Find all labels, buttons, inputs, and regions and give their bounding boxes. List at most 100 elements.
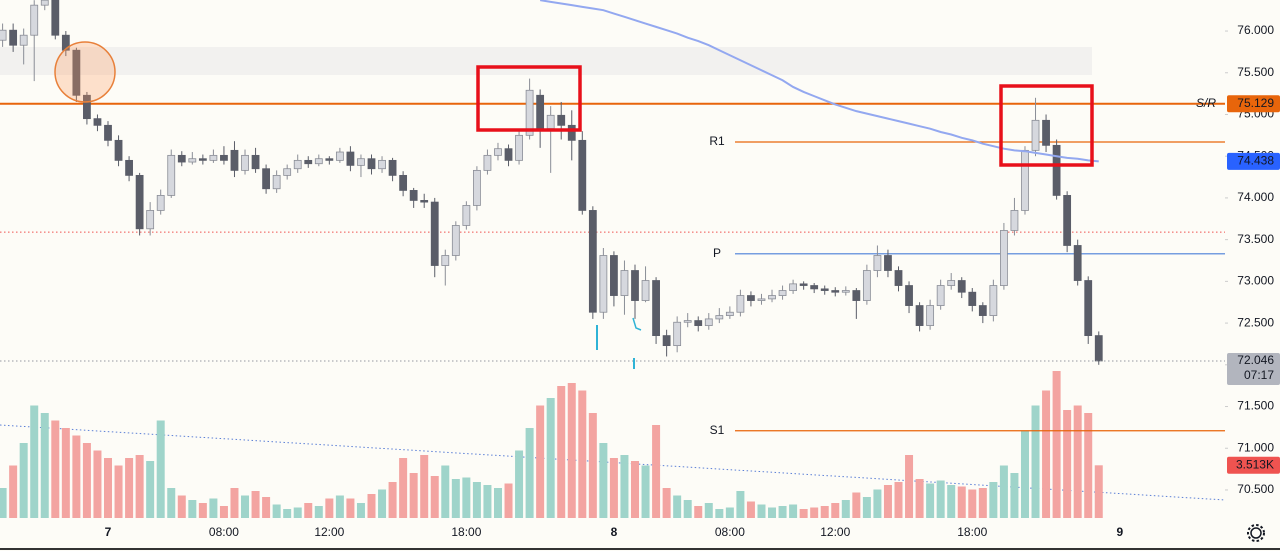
candle-body [40,0,49,6]
volume-bar [367,494,376,518]
volume-bar [483,485,492,518]
volume-bar [609,458,618,518]
volume-bar [72,435,81,518]
volume-bar [493,488,502,518]
volume-bar [135,455,144,518]
candle-body [251,154,260,170]
volume-bar [241,495,250,518]
candle-body [905,285,913,306]
volume-bar [230,488,239,518]
candle-body [1052,144,1061,196]
volume-bar [525,428,534,518]
volume-bar [314,506,323,518]
volume-bar [546,398,555,518]
candle-body [167,154,176,196]
volume-bar [926,483,935,518]
volume-bar [662,488,671,518]
price-tag-bg [1227,352,1280,385]
candle-body [325,158,334,161]
x-tick-label: 18:00 [451,525,481,539]
volume-bar [641,465,650,518]
x-tick-label: 7 [105,525,112,539]
volume-bar [378,489,387,518]
gear-teeth[interactable] [1247,524,1265,542]
y-tick-label: 73.000 [1237,274,1274,288]
candle-body [715,315,724,320]
y-tick-label: 75.500 [1237,65,1274,79]
candle-body [536,94,545,130]
candle-body [557,114,566,126]
volume-bar [40,413,49,518]
volume-bar [430,476,439,518]
y-tick-label: 74.000 [1237,190,1274,204]
candle-body [146,210,155,230]
volume-bar [409,473,418,518]
level-label: S1 [710,423,725,437]
candle-body [978,305,987,316]
y-tick-label: 71.500 [1237,399,1274,413]
y-tick-label: 76.000 [1237,23,1274,37]
volume-bar [620,455,629,518]
candle-body [852,290,861,301]
candle-body [230,149,239,171]
x-tick-label: 08:00 [209,525,239,539]
candle-body [1094,335,1103,362]
volume-bar [536,405,545,518]
settings-icon[interactable] [1247,524,1265,542]
volume-bar [683,500,692,518]
x-tick-label: 08:00 [715,525,745,539]
volume-bar [757,504,766,518]
volume-bar [219,506,228,518]
candle-body [420,200,429,203]
candle-body [957,280,966,293]
candle-body [757,298,766,301]
gear[interactable] [1250,527,1262,539]
volume-bar [441,465,450,518]
volume-bar [810,507,819,518]
volume-bar [251,491,260,518]
candle-body [546,114,555,130]
candle-body [462,205,471,226]
candle-body [241,154,249,171]
level-label: S/R [1196,96,1216,110]
candle-body [198,158,207,161]
volume-bar [1063,410,1072,518]
highlight-circle [54,41,116,103]
volume-bar [125,458,134,518]
candle-body [177,154,186,163]
volume-bar [905,455,914,518]
volume-bar [820,506,829,518]
volume-bar [272,504,281,518]
marker [632,317,642,331]
volume-bar [515,450,524,518]
volume-bar [652,425,661,518]
volume-bar [1084,413,1093,518]
volume-bar [999,465,1008,518]
x-tick-label: 12:00 [314,525,344,539]
candle-body [884,255,892,271]
candle-body [989,285,998,316]
candle-body [831,290,840,293]
candle-body [599,255,608,313]
volume-bar [209,498,218,518]
zone-band [0,47,1092,75]
candle-body [947,280,956,286]
volume-tag-bg [1227,456,1280,474]
candle-body [631,270,639,301]
ma-tag-bg [1227,152,1280,170]
candle-body [472,169,481,206]
candle-body [51,0,60,36]
volume-bar [673,495,682,518]
candle-body [778,290,787,296]
candle-body [968,291,977,306]
volume-bar [968,489,977,518]
volume-bar [915,479,924,518]
candle-body [1042,119,1050,146]
volume-bar [451,479,460,518]
candle-body [936,285,945,306]
volume-bar [778,506,787,518]
candle-body [525,89,534,136]
volume-bar [1094,465,1103,518]
candle-body [441,255,450,266]
y-tick-label: 71.000 [1237,440,1274,454]
